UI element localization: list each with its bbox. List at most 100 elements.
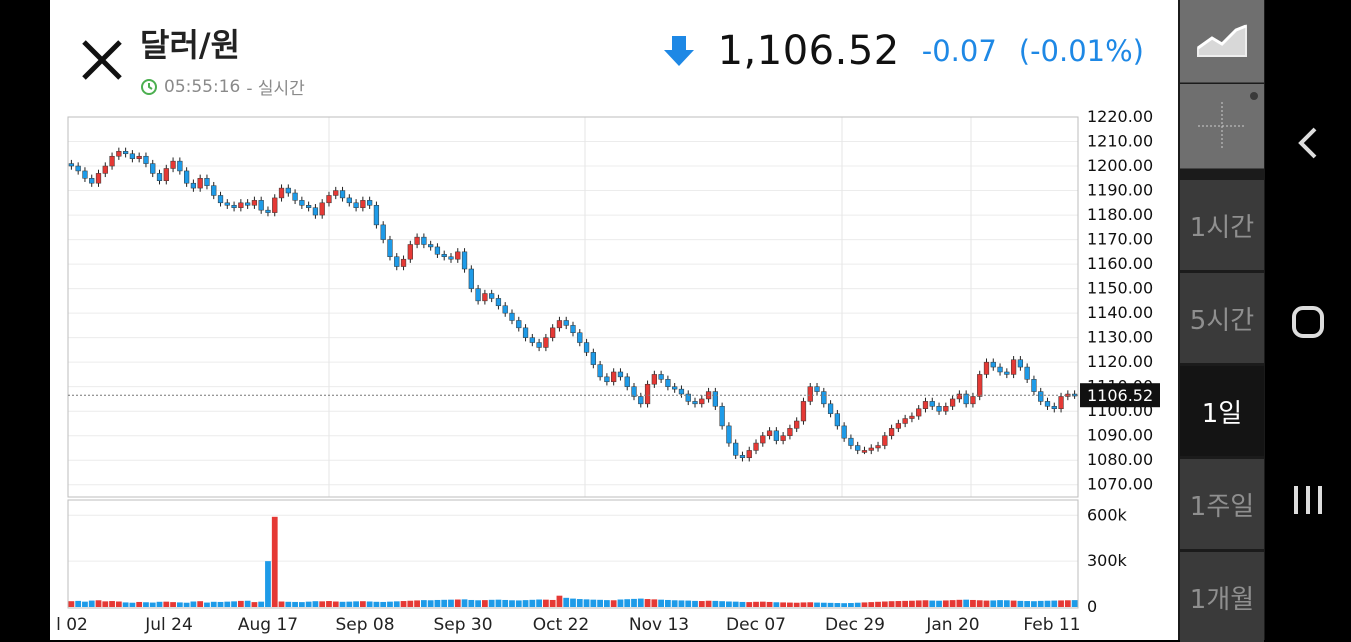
candle	[231, 205, 237, 208]
candle	[367, 200, 373, 206]
volume-bar	[115, 601, 122, 607]
volume-bar	[610, 600, 617, 607]
candle	[68, 163, 75, 167]
candle	[719, 406, 725, 427]
candle	[400, 258, 407, 267]
candle	[312, 207, 319, 216]
price-plot-frame	[67, 116, 1079, 498]
candlestick-chart[interactable]: 1220.00 1210.00 1200.00 1190.00 1180.00 1170.…	[0, 0, 1178, 640]
candle	[977, 374, 983, 397]
candle	[150, 163, 156, 174]
volume-bar	[848, 603, 854, 607]
volume-bar	[556, 595, 563, 607]
candle	[1058, 396, 1064, 409]
volume-bar	[936, 600, 942, 607]
candle	[651, 374, 657, 385]
x-tick-label: l 02	[56, 615, 88, 635]
volume-bar	[665, 599, 671, 607]
volume-bar	[875, 601, 881, 607]
volume-bar	[895, 601, 902, 607]
volume-bar	[746, 602, 753, 607]
volume-bar	[129, 602, 136, 607]
y-tick-label: 1170.00	[1087, 230, 1153, 249]
candle	[1038, 391, 1044, 402]
y-tick-label: 1150.00	[1087, 279, 1153, 298]
volume-bar	[346, 601, 353, 607]
arrow-down-icon	[663, 36, 694, 66]
candle	[672, 386, 678, 390]
candle	[733, 442, 739, 456]
period-tab[interactable]: 1개월	[1180, 552, 1264, 642]
volume-bar	[1003, 600, 1010, 607]
close-button[interactable]	[80, 38, 124, 82]
price-change-percent: (-0.01%)	[1018, 34, 1144, 68]
period-tab[interactable]: 1일	[1180, 366, 1264, 456]
volume-bar	[888, 601, 895, 607]
candle	[550, 327, 556, 338]
volume-bar	[814, 602, 820, 607]
candle	[238, 202, 244, 208]
volume-bar	[75, 600, 82, 607]
volume-bar	[698, 601, 705, 607]
candle	[75, 165, 81, 172]
y-tick-label: 1190.00	[1087, 181, 1153, 200]
back-icon	[1298, 127, 1317, 159]
y-tick-label: 1120.00	[1087, 352, 1153, 371]
period-tab[interactable]: 1시간	[1180, 180, 1264, 270]
candle	[577, 332, 583, 343]
candle	[272, 197, 278, 213]
candle	[156, 173, 163, 181]
candle	[414, 236, 420, 245]
x-tick-label: Aug 17	[238, 615, 298, 635]
volume-bar	[529, 599, 536, 607]
candle	[983, 361, 990, 375]
period-tab[interactable]: 1주일	[1180, 459, 1264, 549]
volume-bar	[651, 599, 658, 607]
volume-bar	[143, 602, 149, 607]
crosshair-button[interactable]	[1180, 84, 1264, 169]
back-button[interactable]	[1265, 113, 1351, 173]
candle	[353, 202, 359, 208]
candle	[489, 293, 495, 299]
volume-bar	[570, 598, 576, 607]
volume-bar	[773, 602, 780, 607]
candle	[658, 374, 664, 380]
volume-bar	[95, 600, 102, 607]
candle	[1044, 401, 1051, 407]
volume-bar	[827, 602, 834, 607]
candle	[468, 268, 474, 289]
volume-bar	[536, 599, 542, 607]
candle	[794, 420, 800, 429]
volume-bar	[109, 601, 115, 607]
volume-bar	[861, 602, 868, 607]
chart-grid	[68, 117, 1078, 562]
candle	[712, 391, 718, 407]
current-price-tag-label: 1106.52	[1087, 386, 1153, 405]
candle	[299, 200, 305, 206]
recents-icon	[1294, 486, 1322, 514]
volume-bar	[258, 601, 265, 607]
candle	[916, 408, 922, 417]
candle	[339, 190, 346, 199]
volume-bar	[495, 599, 502, 607]
volume-bar	[339, 601, 346, 607]
volume-bar	[658, 599, 665, 607]
time-row: 05:55:16 - 실시간	[140, 74, 305, 99]
home-button[interactable]	[1265, 292, 1351, 352]
candle	[943, 406, 949, 412]
candle	[821, 391, 827, 405]
candle	[556, 320, 563, 329]
volume-bar	[644, 599, 651, 607]
period-tab[interactable]: 5시간	[1180, 273, 1264, 363]
volume-bar	[807, 602, 814, 607]
chart-type-button[interactable]	[1180, 0, 1264, 83]
candle	[326, 195, 332, 204]
volume-bar	[692, 600, 698, 607]
candle	[909, 415, 915, 419]
candle	[855, 445, 861, 451]
volume-bar	[726, 601, 732, 607]
candle	[936, 406, 942, 412]
volume-bar	[414, 600, 420, 607]
recents-button[interactable]	[1265, 470, 1351, 530]
candle	[292, 192, 298, 201]
